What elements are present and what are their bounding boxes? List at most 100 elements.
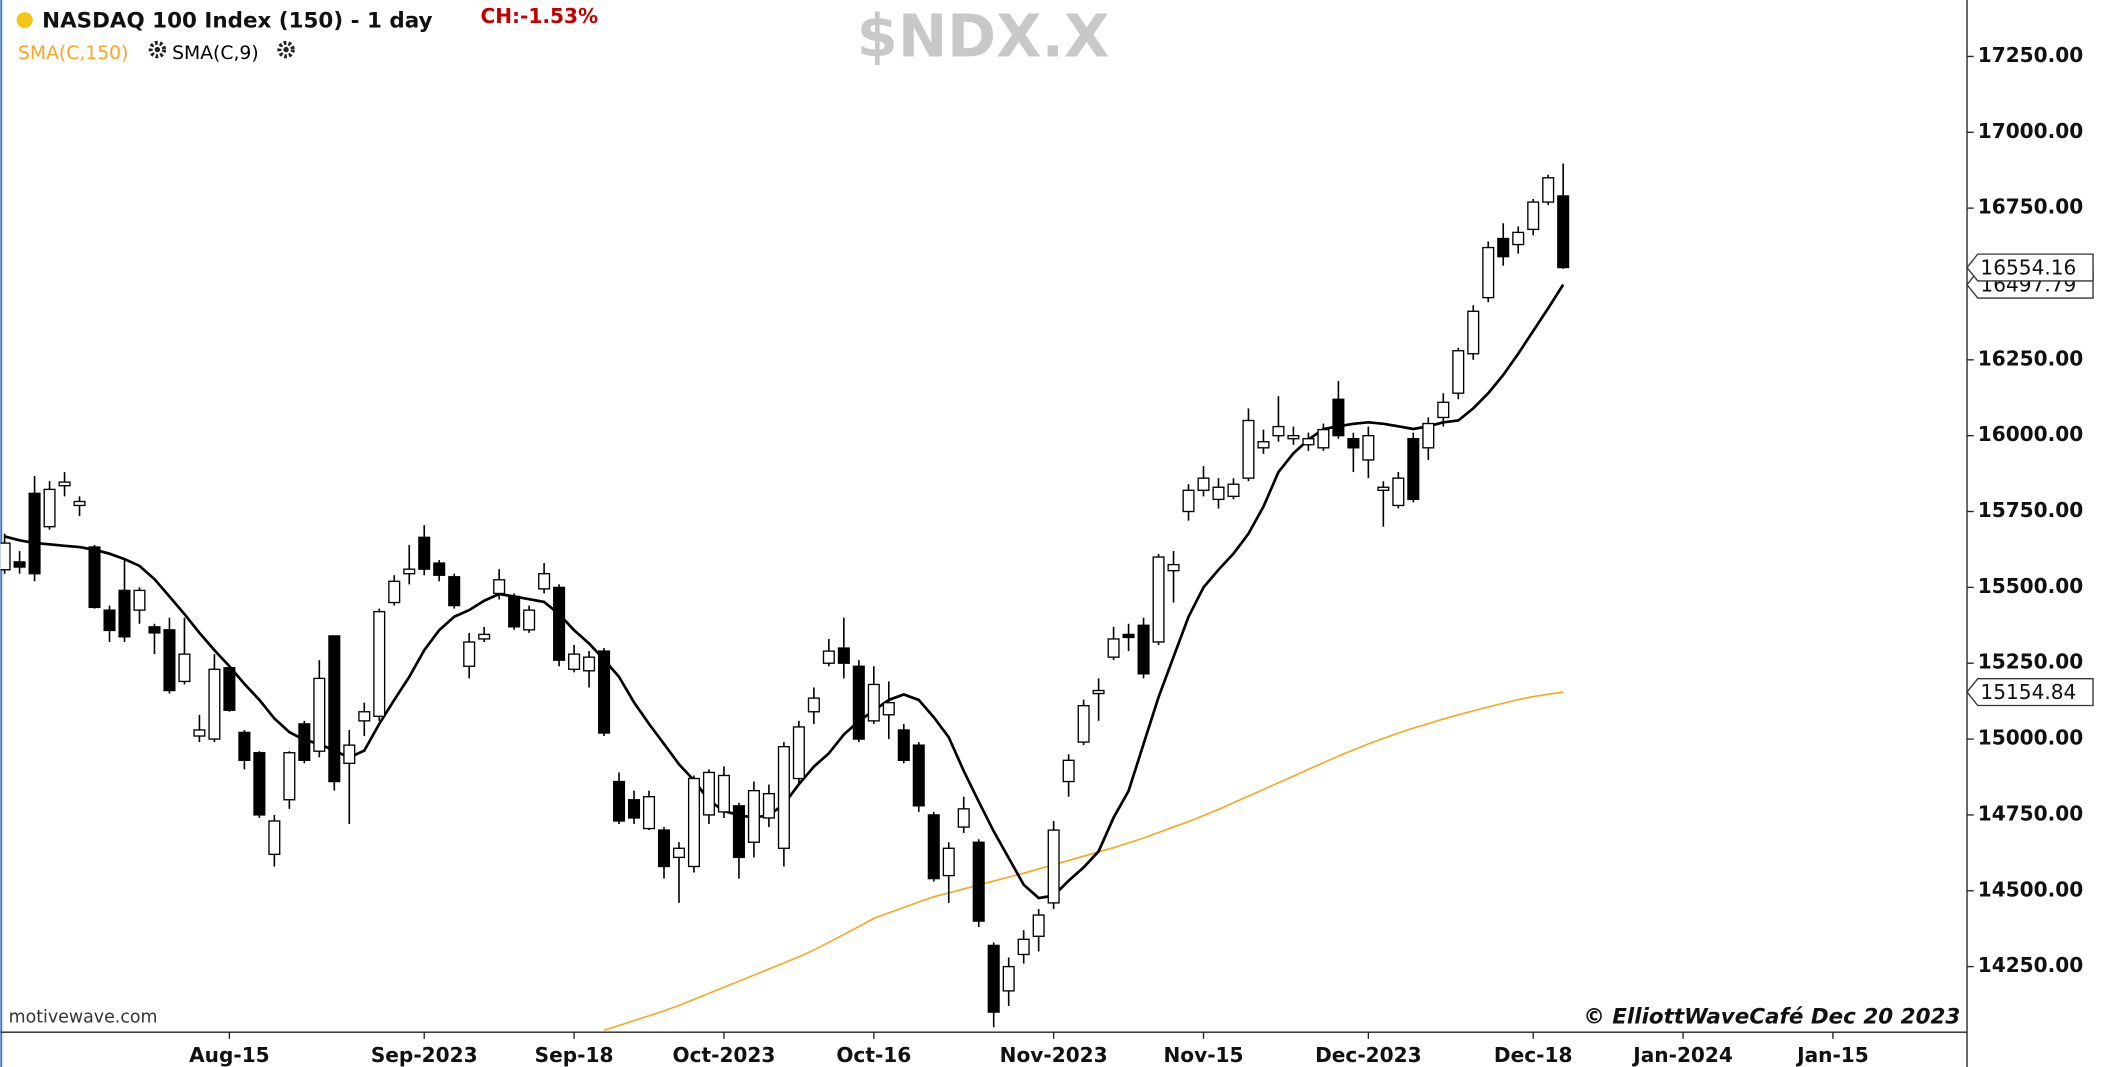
candle-body — [1227, 483, 1240, 498]
candle-body — [867, 683, 880, 722]
sma-line — [603, 691, 1564, 1032]
candle-body — [538, 573, 551, 590]
candle-body — [1257, 441, 1270, 449]
candle-body — [583, 656, 596, 672]
symbol-watermark: $NDX.X — [857, 1, 1110, 70]
candle-body — [1557, 195, 1570, 269]
y-tick-label: 15000.00 — [1978, 726, 2084, 750]
candle-body — [672, 847, 686, 859]
value-tag — [1966, 678, 2094, 707]
y-tick-label: 14500.00 — [1978, 877, 2084, 901]
x-tick-label: Oct-16 — [836, 1043, 911, 1067]
x-tick-label: Oct-2023 — [673, 1043, 776, 1067]
candle-body — [1527, 201, 1540, 231]
candle-body — [987, 944, 1000, 1013]
candle-body — [1287, 435, 1300, 440]
candle-body — [657, 829, 671, 868]
candle-body — [822, 650, 835, 664]
settings-icon[interactable] — [277, 40, 295, 59]
value-tag-label: 16554.16 — [1980, 255, 2076, 279]
x-tick-label: Sep-2023 — [371, 1043, 478, 1067]
candle-body — [747, 789, 760, 843]
x-tick-label: Jan-2024 — [1631, 1043, 1733, 1067]
candle-body — [1347, 438, 1360, 449]
candle-body — [73, 500, 86, 507]
candle-body — [687, 777, 701, 868]
candle-body — [478, 633, 491, 640]
candle-body — [28, 492, 41, 575]
x-tick-label: Sep-18 — [535, 1043, 614, 1067]
candle-body — [223, 667, 236, 711]
candle-body — [448, 576, 461, 607]
candle-body — [1482, 246, 1495, 299]
candle-body — [208, 668, 221, 740]
candle-body — [163, 629, 176, 692]
legend-entry[interactable]: SMA(C,9) — [172, 43, 259, 64]
candle-body — [1122, 633, 1135, 639]
x-tick-label: Dec-2023 — [1315, 1043, 1421, 1067]
candle-body — [613, 780, 626, 822]
candle-body — [1032, 914, 1045, 937]
candle-body — [942, 847, 955, 877]
candle-body — [1242, 419, 1255, 479]
candle-body — [717, 774, 730, 813]
candle-body — [178, 653, 191, 683]
candle-body — [852, 665, 865, 740]
candle-body — [1017, 938, 1030, 956]
candle-body — [523, 609, 536, 631]
candle-body — [1047, 829, 1060, 904]
y-tick-label: 15500.00 — [1978, 574, 2084, 598]
candle-body — [268, 820, 281, 856]
candle-body — [1392, 477, 1405, 507]
candle-body — [133, 589, 146, 611]
candle-body — [493, 579, 506, 595]
candle-body — [313, 677, 326, 752]
candle-body — [358, 711, 371, 722]
candle-body — [1332, 398, 1345, 437]
candle-body — [103, 609, 116, 632]
settings-icon[interactable] — [148, 40, 167, 59]
x-tick-label: Nov-15 — [1163, 1043, 1243, 1067]
candle-body — [807, 697, 820, 713]
x-tick-label: Nov-2023 — [1000, 1043, 1108, 1067]
y-tick-label: 16000.00 — [1978, 422, 2084, 446]
candle-body — [1302, 438, 1315, 446]
candle-body — [193, 729, 206, 737]
candle-body — [1512, 231, 1525, 246]
candle-body — [373, 610, 386, 717]
y-tick-label: 17250.00 — [1978, 43, 2084, 67]
candle-body — [912, 744, 925, 807]
candle-body — [702, 771, 715, 816]
plot-area — [0, 163, 1570, 1032]
x-tick-label: Aug-15 — [189, 1043, 270, 1067]
candle-body — [508, 595, 521, 628]
candle-body — [1002, 965, 1015, 992]
candle-body — [1467, 310, 1480, 355]
candle-body — [343, 744, 356, 765]
candle-body — [1422, 422, 1435, 449]
candle-body — [627, 799, 641, 819]
candle-body — [1362, 435, 1375, 461]
candle-body — [1077, 705, 1090, 743]
candle-body — [118, 589, 131, 638]
candle-body — [403, 568, 416, 575]
y-tick-label: 15250.00 — [1978, 650, 2084, 674]
y-tick-label: 14750.00 — [1978, 801, 2084, 825]
axes: 14250.00 14500.00 14750.00 15000.00 15250.00… — [189, 43, 2094, 1067]
x-tick-label: Dec-18 — [1494, 1043, 1573, 1067]
candle-body — [1437, 401, 1450, 419]
candle-body — [553, 586, 566, 661]
candle-body — [463, 641, 476, 667]
candle-body — [1212, 486, 1225, 501]
candle-body — [1167, 563, 1180, 572]
candle-body — [148, 626, 161, 634]
candle-body — [1497, 237, 1510, 258]
source-label: motivewave.com — [9, 1007, 158, 1027]
candle-body — [1107, 638, 1120, 658]
candle-body — [1062, 759, 1075, 783]
legend-entry[interactable]: SMA(C,150) — [18, 43, 128, 64]
status-dot — [16, 12, 33, 29]
candle-body — [897, 729, 910, 761]
